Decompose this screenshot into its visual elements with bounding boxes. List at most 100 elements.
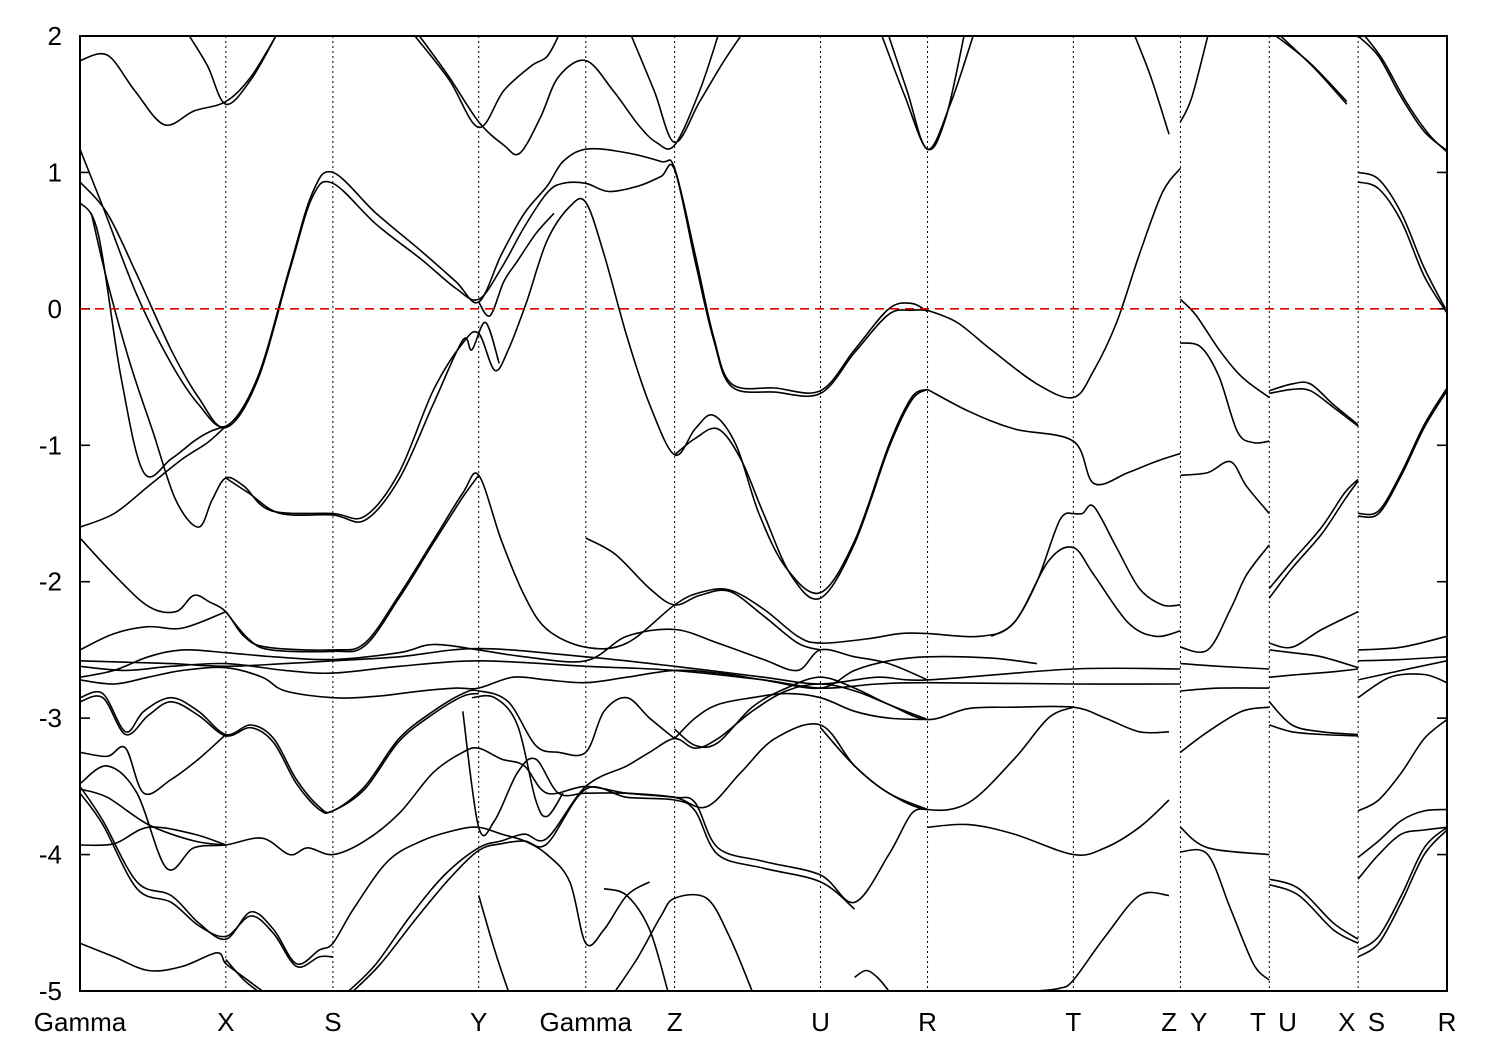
x-tick-label: Gamma [540,1007,633,1037]
band-line-59 [477,895,510,991]
band-line-1 [188,36,277,106]
y-tick-label: 0 [48,294,62,324]
band-line-32 [1073,504,1181,607]
band-line-18 [478,212,555,317]
band-line-51 [80,785,651,966]
band-line-77 [1269,878,1359,940]
x-tick-label: U [811,1007,830,1037]
band-line-8 [1179,36,1209,123]
band-line-63 [674,692,928,740]
band-line-52 [80,792,333,968]
x-tick-label: Z [667,1007,683,1037]
y-tick-label: -4 [39,840,62,870]
band-line-3 [414,36,560,129]
band-line-20 [927,388,1181,486]
band-line-26 [1357,171,1447,312]
band-line-13 [80,147,928,428]
band-line-33 [990,512,1074,638]
band-line-31 [585,537,821,651]
band-line-65 [927,799,1170,856]
band-line-7 [1134,36,1170,135]
x-tick-label: S [324,1007,341,1037]
band-line-34 [1180,460,1270,515]
y-tick-label: -2 [39,567,62,597]
band-line-66 [854,969,890,991]
band-line-87 [1357,826,1447,951]
band-line-88 [1357,829,1447,958]
x-tick-label: R [1438,1007,1457,1037]
band-line-30 [225,474,480,653]
band-line-69 [1179,706,1270,753]
band-line-58 [471,694,564,818]
band-line-21 [927,167,1182,399]
y-tick-label: -3 [39,703,62,733]
band-line-79 [1269,668,1359,678]
band-line-48 [80,746,928,904]
band-line-67 [1036,891,1170,991]
x-tick-label: Gamma [34,1007,127,1037]
x-tick-label: Y [1190,1007,1207,1037]
band-line-64 [819,706,1074,812]
band-line-16 [90,197,928,595]
band-line-75 [1268,701,1359,736]
band-line-50 [80,826,227,847]
band-line-12 [1364,36,1447,153]
y-tick-label: 1 [48,157,62,187]
band-line-36 [1268,478,1359,590]
x-tick-label: T [1065,1007,1081,1037]
x-tick-label: X [1338,1007,1355,1037]
band-line-37 [1268,480,1359,599]
band-line-85 [1357,808,1447,858]
band-line-70 [1179,826,1270,856]
band-line-56 [352,786,856,991]
band-line-45 [80,689,676,814]
band-line-71 [1180,848,1270,981]
band-line-61 [603,887,669,991]
band-line-60 [614,893,753,991]
band-line-47 [80,733,227,796]
band-line-14 [80,163,928,429]
band-line-55 [348,683,1170,991]
band-line-53 [80,942,263,991]
y-tick-label: -5 [39,976,62,1006]
band-line-84 [1357,718,1447,812]
x-tick-label: R [918,1007,937,1037]
band-line-83 [1357,673,1447,699]
band-line-41 [80,647,1181,685]
band-line-73 [1269,610,1359,649]
band-line-44 [80,655,1037,699]
band-line-25 [1269,387,1359,427]
band-line-28 [80,425,227,528]
band-line-72 [1180,662,1270,670]
band-line-40 [80,610,227,651]
band-line-43 [80,628,928,681]
band-line-57 [462,711,928,837]
band-line-38 [1357,387,1447,516]
band-line-76 [1269,724,1359,737]
band-line-2 [418,36,719,156]
band-line-80 [1358,635,1447,651]
band-line-29 [80,472,1181,651]
band-lines [80,36,1447,991]
kpoint-gridlines [225,36,1359,991]
band-line-82 [1357,660,1447,681]
x-axis: Gamma X S Y Gamma Z U R T Z Y T U X S R [34,1007,1457,1037]
band-line-11 [1357,36,1447,152]
band-line-6 [881,36,965,151]
band-line-74 [1269,649,1359,669]
band-line-46 [80,692,479,814]
band-line-62 [674,676,928,749]
band-line-68 [1180,687,1270,692]
band-line-19 [674,388,928,600]
band-line-78 [1269,883,1359,945]
band-line-4 [630,36,742,144]
plot-frame [79,35,1448,992]
x-tick-label: Y [470,1007,487,1037]
band-line-81 [1358,656,1447,662]
band-line-39 [1358,390,1447,519]
band-line-54 [225,959,259,991]
x-tick-label: X [217,1007,234,1037]
band-line-24 [1269,381,1359,426]
band-line-22 [1179,298,1270,399]
